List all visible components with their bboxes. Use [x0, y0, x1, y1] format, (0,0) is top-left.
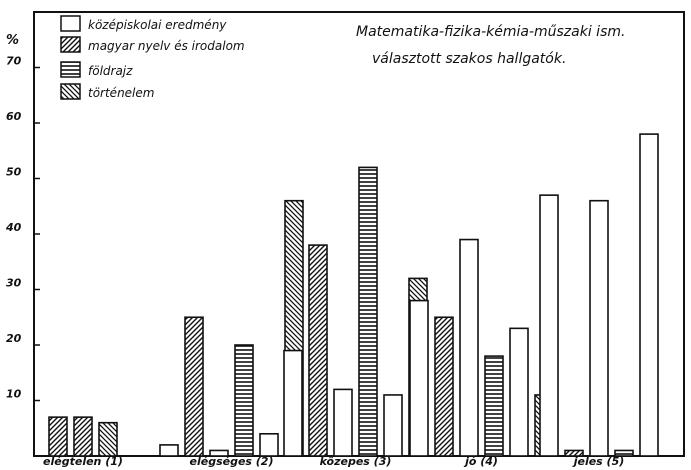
category-label: jeles (5): [572, 455, 625, 468]
y-tick-label: 60: [6, 110, 22, 123]
chart-title: Matematika-fizika-kémia-műszaki ism.: [356, 24, 625, 40]
bar-magyar: [48, 416, 68, 457]
bars: [48, 133, 659, 457]
bar-magyar: [184, 316, 204, 457]
y-axis-label: %: [6, 33, 19, 48]
bar-kozepiskolai: [509, 327, 529, 457]
y-axis-ticks: 10 20 30 40 50 60 70: [5, 55, 40, 402]
y-tick-label: 70: [6, 55, 22, 68]
bar-kozepiskolai: [209, 449, 229, 457]
legend-swatch-magyar: [60, 36, 81, 53]
bar-magyar: [434, 316, 454, 457]
bar-magyar: [308, 244, 328, 457]
y-tick-label: 50: [6, 166, 22, 179]
y-tick-label: 10: [6, 388, 22, 401]
bar-magyar: [73, 416, 93, 457]
category-label: elégséges (2): [190, 455, 274, 468]
bar-foldrajz: [234, 344, 254, 457]
legend-label-kozepiskolai: középiskolai eredmény: [88, 18, 227, 32]
category-labels: elégtelen (1) elégséges (2) közepes (3) jó …: [43, 455, 624, 468]
legend-swatch-tortenelem: [60, 83, 81, 100]
bar-kozepiskolai: [539, 194, 559, 457]
bar-kozepiskolai: [259, 432, 279, 457]
bar-kozepiskolai: [283, 349, 303, 457]
y-tick-label: 40: [5, 221, 22, 234]
y-tick-label: 20: [6, 332, 22, 345]
category-label: jó (4): [463, 455, 498, 468]
bar-kozepiskolai: [383, 394, 403, 457]
bar-kozepiskolai: [589, 199, 609, 457]
bar-kozepiskolai: [459, 238, 479, 457]
legend-swatch-kozepiskolai: [60, 15, 81, 32]
bar-foldrajz: [614, 449, 634, 457]
legend-swatch-foldrajz: [60, 61, 81, 78]
legend-label-magyar: magyar nyelv és irodalom: [88, 39, 245, 53]
bar-tortenelem: [98, 421, 118, 457]
legend: középiskolai eredmény magyar nyelv és ir…: [60, 15, 245, 100]
bar-kozepiskolai: [159, 444, 179, 457]
bar-magyar: [564, 449, 584, 457]
legend-label-tortenelem: történelem: [88, 86, 154, 100]
bar-foldrajz: [484, 355, 504, 457]
bar-kozepiskolai: [333, 388, 353, 457]
legend-label-foldrajz: földrajz: [88, 64, 133, 78]
bar-kozepiskolai: [409, 299, 429, 457]
category-label: közepes (3): [320, 455, 392, 468]
y-tick-label: 30: [6, 277, 22, 290]
bar-foldrajz: [358, 166, 378, 457]
bar-kozepiskolai: [639, 133, 659, 457]
category-label: elégtelen (1): [43, 455, 123, 468]
chart-subtitle: választott szakos hallgatók.: [372, 51, 566, 67]
